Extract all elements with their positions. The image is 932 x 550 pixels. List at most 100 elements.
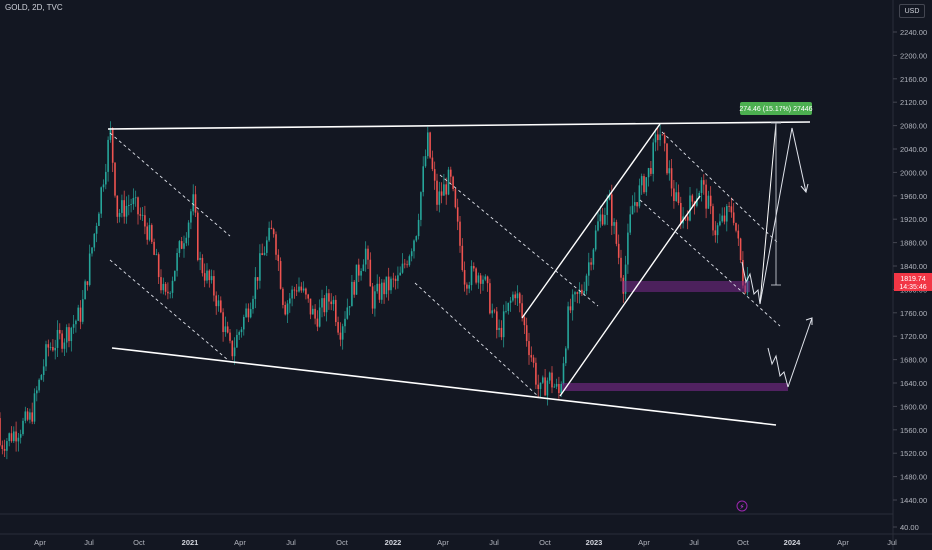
demand-zone-upper[interactable] (622, 281, 750, 292)
candle (93, 233, 96, 252)
y-tick-label: 2200.00 (900, 51, 927, 60)
y-tick-label: 1560.00 (900, 426, 927, 435)
candle (63, 338, 66, 357)
candle (217, 294, 220, 312)
candle (176, 248, 178, 277)
y-tick-label: 1720.00 (900, 332, 927, 341)
x-tick-label: Jul (489, 538, 499, 547)
candle (293, 286, 296, 299)
candle (732, 203, 735, 226)
candle (249, 302, 252, 319)
candle (174, 270, 176, 282)
x-tick-label: Oct (737, 538, 750, 547)
candle (256, 277, 259, 290)
candle (634, 192, 636, 213)
candle (548, 371, 551, 384)
candle (413, 239, 415, 259)
candle (484, 274, 487, 282)
candle (314, 304, 316, 325)
candle (456, 198, 459, 231)
candle (284, 301, 286, 316)
candle (364, 241, 367, 272)
candle (220, 296, 222, 314)
candle (47, 339, 50, 357)
candle (590, 257, 592, 271)
candle (714, 221, 717, 243)
candle (709, 186, 712, 215)
y-tick-label: 1640.00 (900, 379, 927, 388)
candle (721, 207, 723, 223)
y-tick-label: 1880.00 (900, 239, 927, 248)
candle (82, 290, 84, 325)
candle (583, 281, 585, 296)
candle (208, 269, 211, 288)
candle (539, 382, 542, 398)
candle (162, 277, 165, 295)
candle (233, 337, 236, 365)
candle (275, 231, 277, 260)
candle (509, 297, 512, 312)
candle (558, 376, 560, 399)
candle (33, 388, 36, 425)
candle (40, 374, 43, 381)
candle (224, 316, 227, 337)
projection-arrows[interactable] (741, 127, 813, 388)
price-badge: 1819.74 14:35:46 (894, 273, 932, 291)
candle (148, 218, 151, 242)
candle (337, 316, 339, 336)
candle (351, 275, 353, 307)
candle (102, 179, 105, 192)
candle (125, 196, 128, 224)
dashed-channels[interactable] (109, 131, 781, 399)
candle (482, 275, 484, 291)
candle (436, 173, 438, 211)
candle (728, 201, 730, 212)
candle (670, 158, 673, 197)
candle (266, 236, 268, 257)
trendlines[interactable] (107, 121, 811, 426)
y-tick-label: 2240.00 (900, 28, 927, 37)
candle (171, 276, 174, 299)
y-tick-label: 1960.00 (900, 192, 927, 201)
candle (519, 291, 521, 313)
candle (155, 248, 158, 256)
candle (505, 301, 507, 314)
lightning-icon[interactable]: ⚡ (736, 500, 748, 512)
candle (620, 249, 622, 282)
candle (318, 299, 321, 328)
x-tick-label: Apr (837, 538, 849, 547)
time-axis[interactable]: Apr Jul Oct 2021 Apr Jul Oct 2022 Apr Jul Oct 2023 A… (34, 538, 897, 547)
candle (525, 317, 528, 347)
candle (109, 121, 112, 143)
candle (3, 439, 6, 458)
candle (305, 287, 307, 300)
candle (408, 254, 411, 267)
candle (17, 433, 20, 452)
x-tick-label: Jul (689, 538, 699, 547)
candle (263, 246, 266, 256)
candle (385, 276, 388, 298)
candle (236, 329, 238, 349)
candle (542, 375, 544, 385)
candle (594, 225, 597, 252)
candle (592, 247, 595, 270)
y-tick-label: 1760.00 (900, 309, 927, 318)
candle (562, 356, 565, 386)
demand-zone-lower[interactable] (562, 383, 788, 391)
candle (489, 278, 491, 315)
x-tick-label: Jul (286, 538, 296, 547)
currency-selector[interactable]: USD (899, 4, 925, 18)
candle (470, 260, 473, 291)
candle (59, 323, 61, 340)
candle (645, 177, 648, 196)
candle (691, 193, 694, 208)
x-tick-label: Apr (437, 538, 449, 547)
candle (362, 259, 365, 272)
candle (243, 314, 245, 336)
candle (70, 326, 73, 352)
candle (374, 285, 376, 317)
candle (689, 187, 691, 222)
candle (450, 166, 452, 184)
price-range-measure[interactable]: 274.46 (15.17%) 27446 (739, 102, 813, 286)
